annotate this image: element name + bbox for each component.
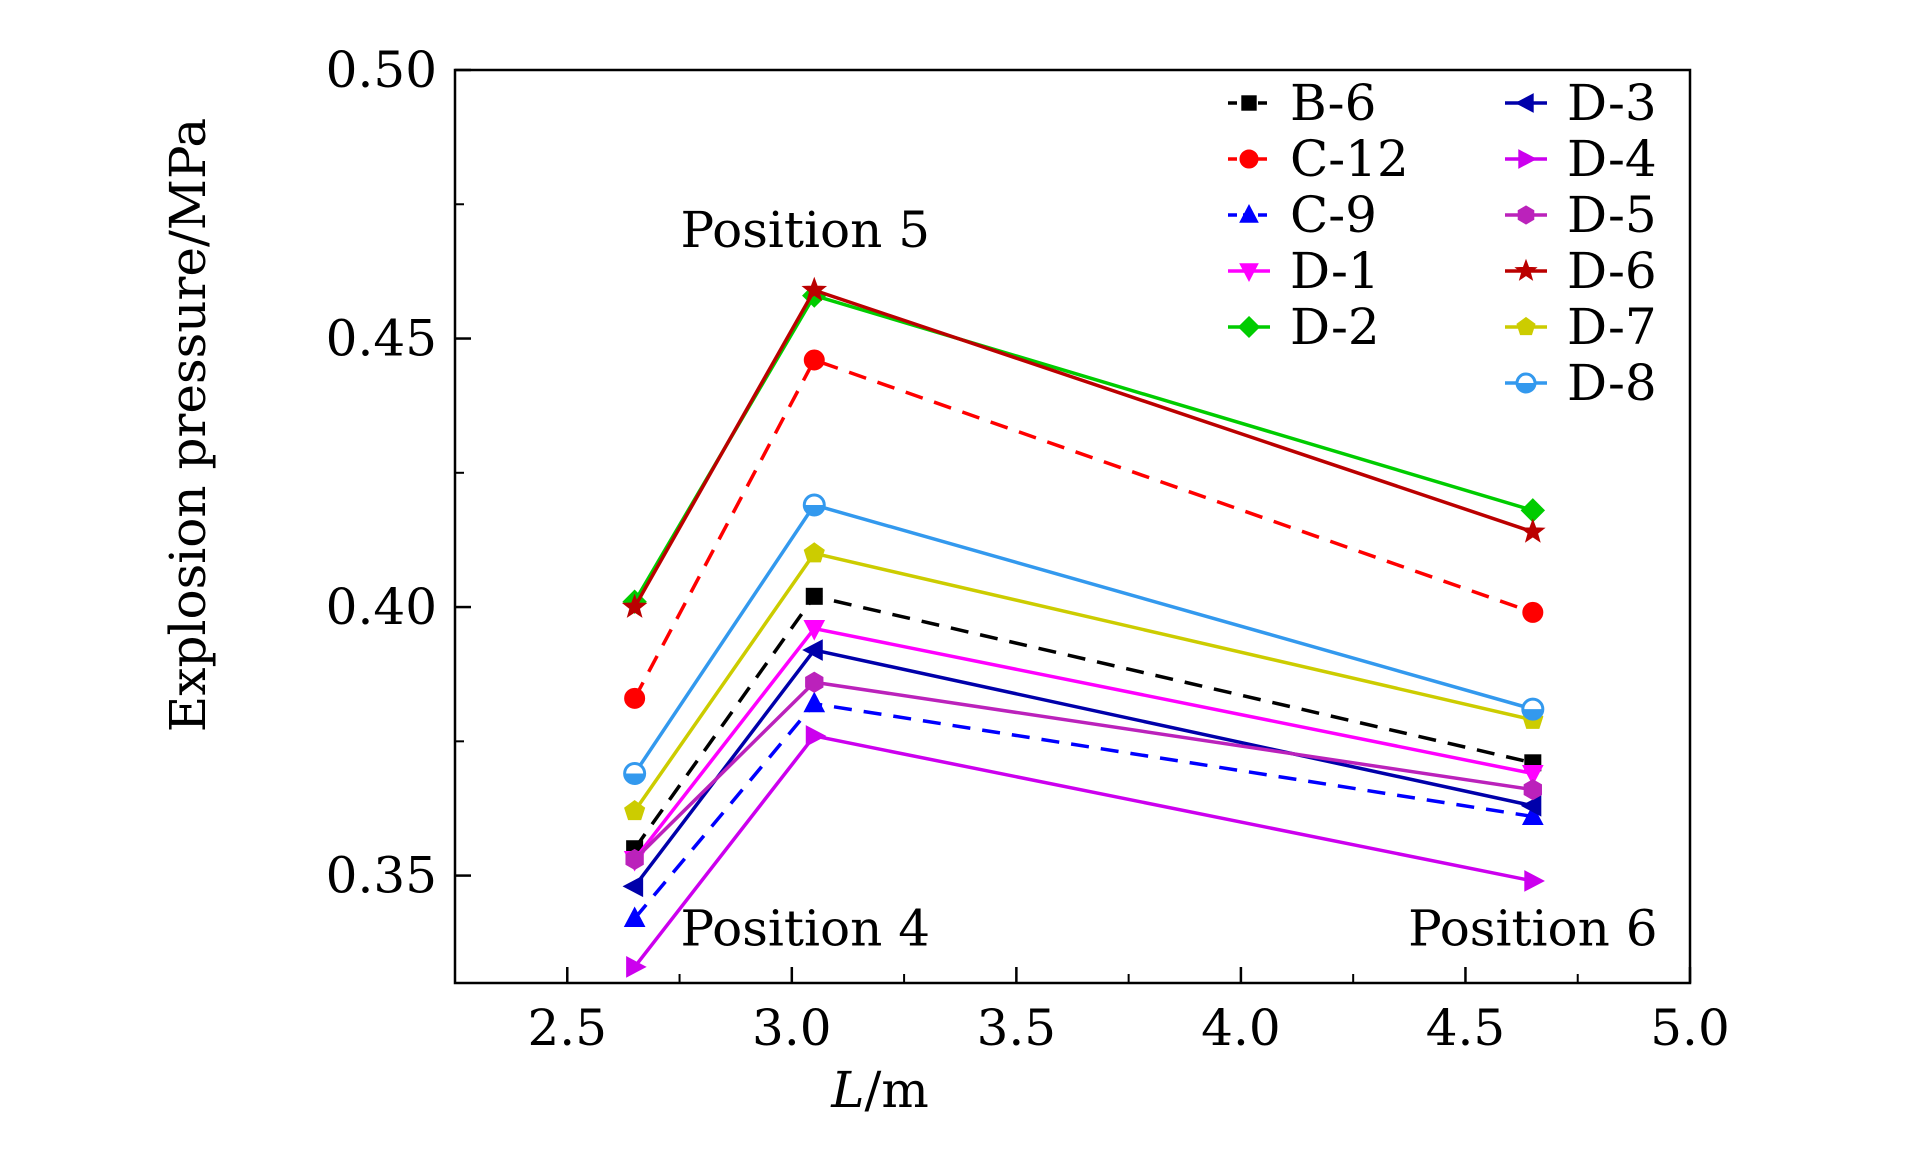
data-point-fill — [624, 773, 645, 784]
series-C-9 — [623, 691, 1544, 928]
legend-entry-D-1: D-1 — [1228, 242, 1380, 300]
data-point — [802, 639, 823, 661]
y-tick-labels: 0.35 0.40 0.45 0.50 — [326, 41, 437, 905]
legend-entry-D-5: D-5 — [1505, 186, 1657, 244]
legend-entry-D-2: D-2 — [1228, 298, 1380, 356]
x-axis-title: L/m — [830, 1061, 928, 1119]
legend: B-6C-12C-9D-1D-2 D-3D-4D-5D-6D-7D-8 — [1228, 74, 1657, 412]
legend-label: D-3 — [1567, 74, 1657, 132]
legend-entry-D-6: D-6 — [1505, 242, 1657, 300]
series-D-8 — [623, 493, 1545, 786]
y-tick-label: 0.45 — [326, 310, 437, 368]
data-point — [1516, 316, 1536, 336]
data-point — [1239, 204, 1259, 223]
legend-label: D-4 — [1567, 130, 1657, 188]
data-point — [805, 671, 824, 693]
x-tick-label: 4.5 — [1426, 999, 1506, 1057]
data-point — [801, 276, 828, 302]
annotation-label: Position 5 — [681, 201, 930, 259]
legend-label: C-9 — [1290, 186, 1377, 244]
data-point — [1521, 804, 1544, 826]
series-line — [633, 288, 1534, 608]
series-line — [633, 626, 1534, 861]
legend-entry-C-12: C-12 — [1228, 130, 1409, 188]
series-B-6 — [626, 587, 1542, 858]
data-point — [1520, 794, 1542, 817]
data-point — [803, 691, 826, 713]
data-point — [625, 848, 644, 871]
data-point — [1524, 870, 1545, 892]
legend-label: D-5 — [1567, 186, 1657, 244]
data-point-fill — [1517, 383, 1535, 392]
x-tick-label: 2.5 — [528, 999, 608, 1057]
data-point — [622, 875, 644, 898]
legend-label: D-7 — [1567, 298, 1657, 356]
data-point — [1517, 205, 1535, 225]
series-D-5 — [625, 671, 1542, 871]
data-point-fill — [804, 505, 825, 516]
series-lines — [621, 276, 1546, 978]
data-point — [803, 349, 825, 371]
legend-label: C-12 — [1290, 130, 1409, 188]
legend-label: B-6 — [1290, 74, 1376, 132]
data-point — [624, 800, 646, 821]
annotation-label: Position 4 — [681, 899, 930, 957]
data-point — [623, 906, 646, 928]
legend-entry-C-9: C-9 — [1228, 186, 1377, 244]
data-point — [1523, 779, 1542, 801]
data-point — [805, 587, 823, 605]
legend-entry-D-3: D-3 — [1505, 74, 1657, 132]
x-axis-title-var: L — [830, 1061, 864, 1119]
annotations: Position 5 Position 4 Position 6 — [681, 201, 1658, 957]
data-point-fill — [1522, 709, 1543, 720]
data-point — [1520, 518, 1546, 543]
data-point — [1239, 263, 1259, 282]
legend-label: D-2 — [1290, 298, 1380, 356]
legend-label: D-1 — [1290, 242, 1380, 300]
series-D-2 — [622, 283, 1546, 614]
data-point — [1514, 258, 1538, 281]
data-point — [803, 620, 826, 641]
y-tick-label: 0.40 — [326, 578, 437, 636]
data-point — [1518, 149, 1537, 169]
series-line — [633, 293, 1534, 603]
legend-label: D-6 — [1567, 242, 1657, 300]
series-D-4 — [626, 725, 1545, 978]
series-D-6 — [621, 276, 1546, 618]
x-tick-label: 5.0 — [1650, 999, 1730, 1057]
data-point — [1241, 95, 1257, 111]
series-line — [633, 357, 1534, 700]
data-point — [1522, 601, 1544, 623]
legend-entry-D-7: D-7 — [1505, 298, 1657, 356]
data-point — [803, 542, 825, 563]
series-C-12 — [624, 349, 1544, 709]
plot-area-frame — [453, 68, 1692, 985]
data-point — [1237, 315, 1261, 339]
data-point — [805, 725, 827, 747]
data-point — [621, 593, 648, 618]
data-point — [1239, 149, 1259, 169]
x-axis-title-unit: /m — [864, 1061, 928, 1119]
x-tick-label: 3.0 — [752, 999, 832, 1057]
series-line — [633, 701, 1534, 920]
x-tick-label: 4.0 — [1201, 999, 1281, 1057]
series-D-1 — [623, 620, 1544, 872]
data-point — [626, 956, 647, 978]
legend-entry-D-8: D-8 — [1505, 354, 1657, 412]
x-tick-labels: 2.5 3.0 3.5 4.0 4.5 5.0 — [528, 999, 1730, 1057]
legend-entry-D-4: D-4 — [1505, 130, 1657, 188]
data-point — [1515, 93, 1534, 113]
y-tick-label: 0.50 — [326, 41, 437, 99]
data-point — [1521, 765, 1544, 786]
legend-label: D-8 — [1567, 354, 1657, 412]
x-tick-label: 3.5 — [977, 999, 1057, 1057]
annotation-label: Position 6 — [1408, 899, 1657, 957]
y-axis-title: Explosion pressure/MPa — [159, 118, 217, 732]
y-tick-label: 0.35 — [326, 847, 437, 905]
legend-entry-B-6: B-6 — [1228, 74, 1376, 132]
data-point — [624, 687, 646, 709]
